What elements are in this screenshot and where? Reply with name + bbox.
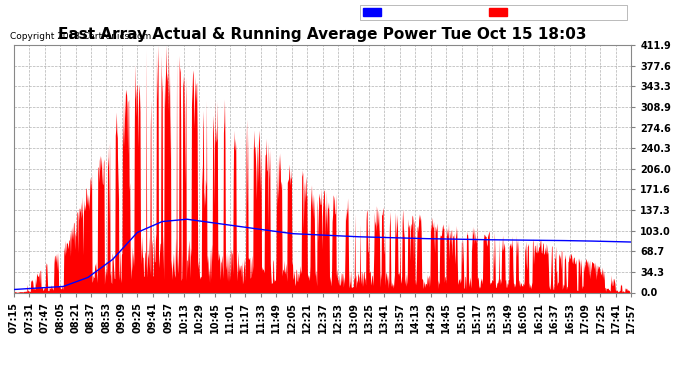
Title: East Array Actual & Running Average Power Tue Oct 15 18:03: East Array Actual & Running Average Powe… — [59, 27, 586, 42]
Text: Copyright 2013 Cartronics.com: Copyright 2013 Cartronics.com — [10, 32, 152, 41]
Legend: Average  (DC Watts), East Array  (DC Watts): Average (DC Watts), East Array (DC Watts… — [360, 5, 627, 20]
